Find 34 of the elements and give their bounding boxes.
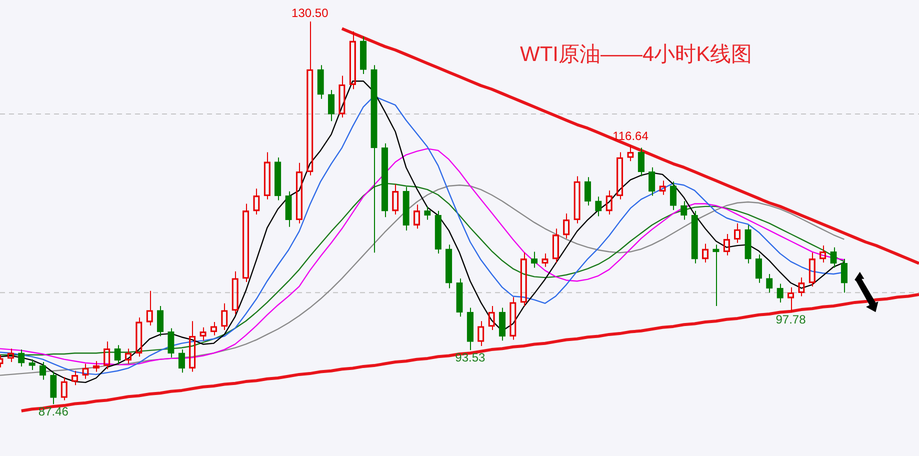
candlestick [670,181,677,210]
candlestick [466,307,474,351]
annotation: 93.53 [455,350,486,364]
candlestick [156,306,164,337]
candlestick [168,328,174,358]
annotation: 87.46 [38,404,69,418]
candlestick [381,142,388,218]
candlestick [456,278,463,318]
text: WTI原油——4小时K线图 [520,42,752,68]
candlestick [402,186,410,231]
candlestick [317,64,324,100]
candlestick [691,210,698,264]
candlestick [370,64,378,254]
candlestick [830,246,837,268]
candlestick [28,358,36,370]
candlestick [445,244,452,289]
candlestick [50,371,57,405]
candlestick [744,224,752,264]
candlestick [434,210,442,254]
candlestick [285,190,292,228]
candlestick [178,349,185,374]
annotation: 116.64 [612,129,649,144]
candlestick [360,36,367,74]
annotation: 130.50 [292,6,329,20]
candlestick [584,176,592,206]
candlestick [424,206,431,220]
candlestick [114,344,121,366]
candlestick [840,258,848,294]
candlestick [498,307,506,342]
candlestick [328,90,335,122]
candlestick [755,254,762,284]
candlestick [274,157,282,201]
annotation: 97.78 [776,312,806,327]
candlestick [648,166,656,196]
